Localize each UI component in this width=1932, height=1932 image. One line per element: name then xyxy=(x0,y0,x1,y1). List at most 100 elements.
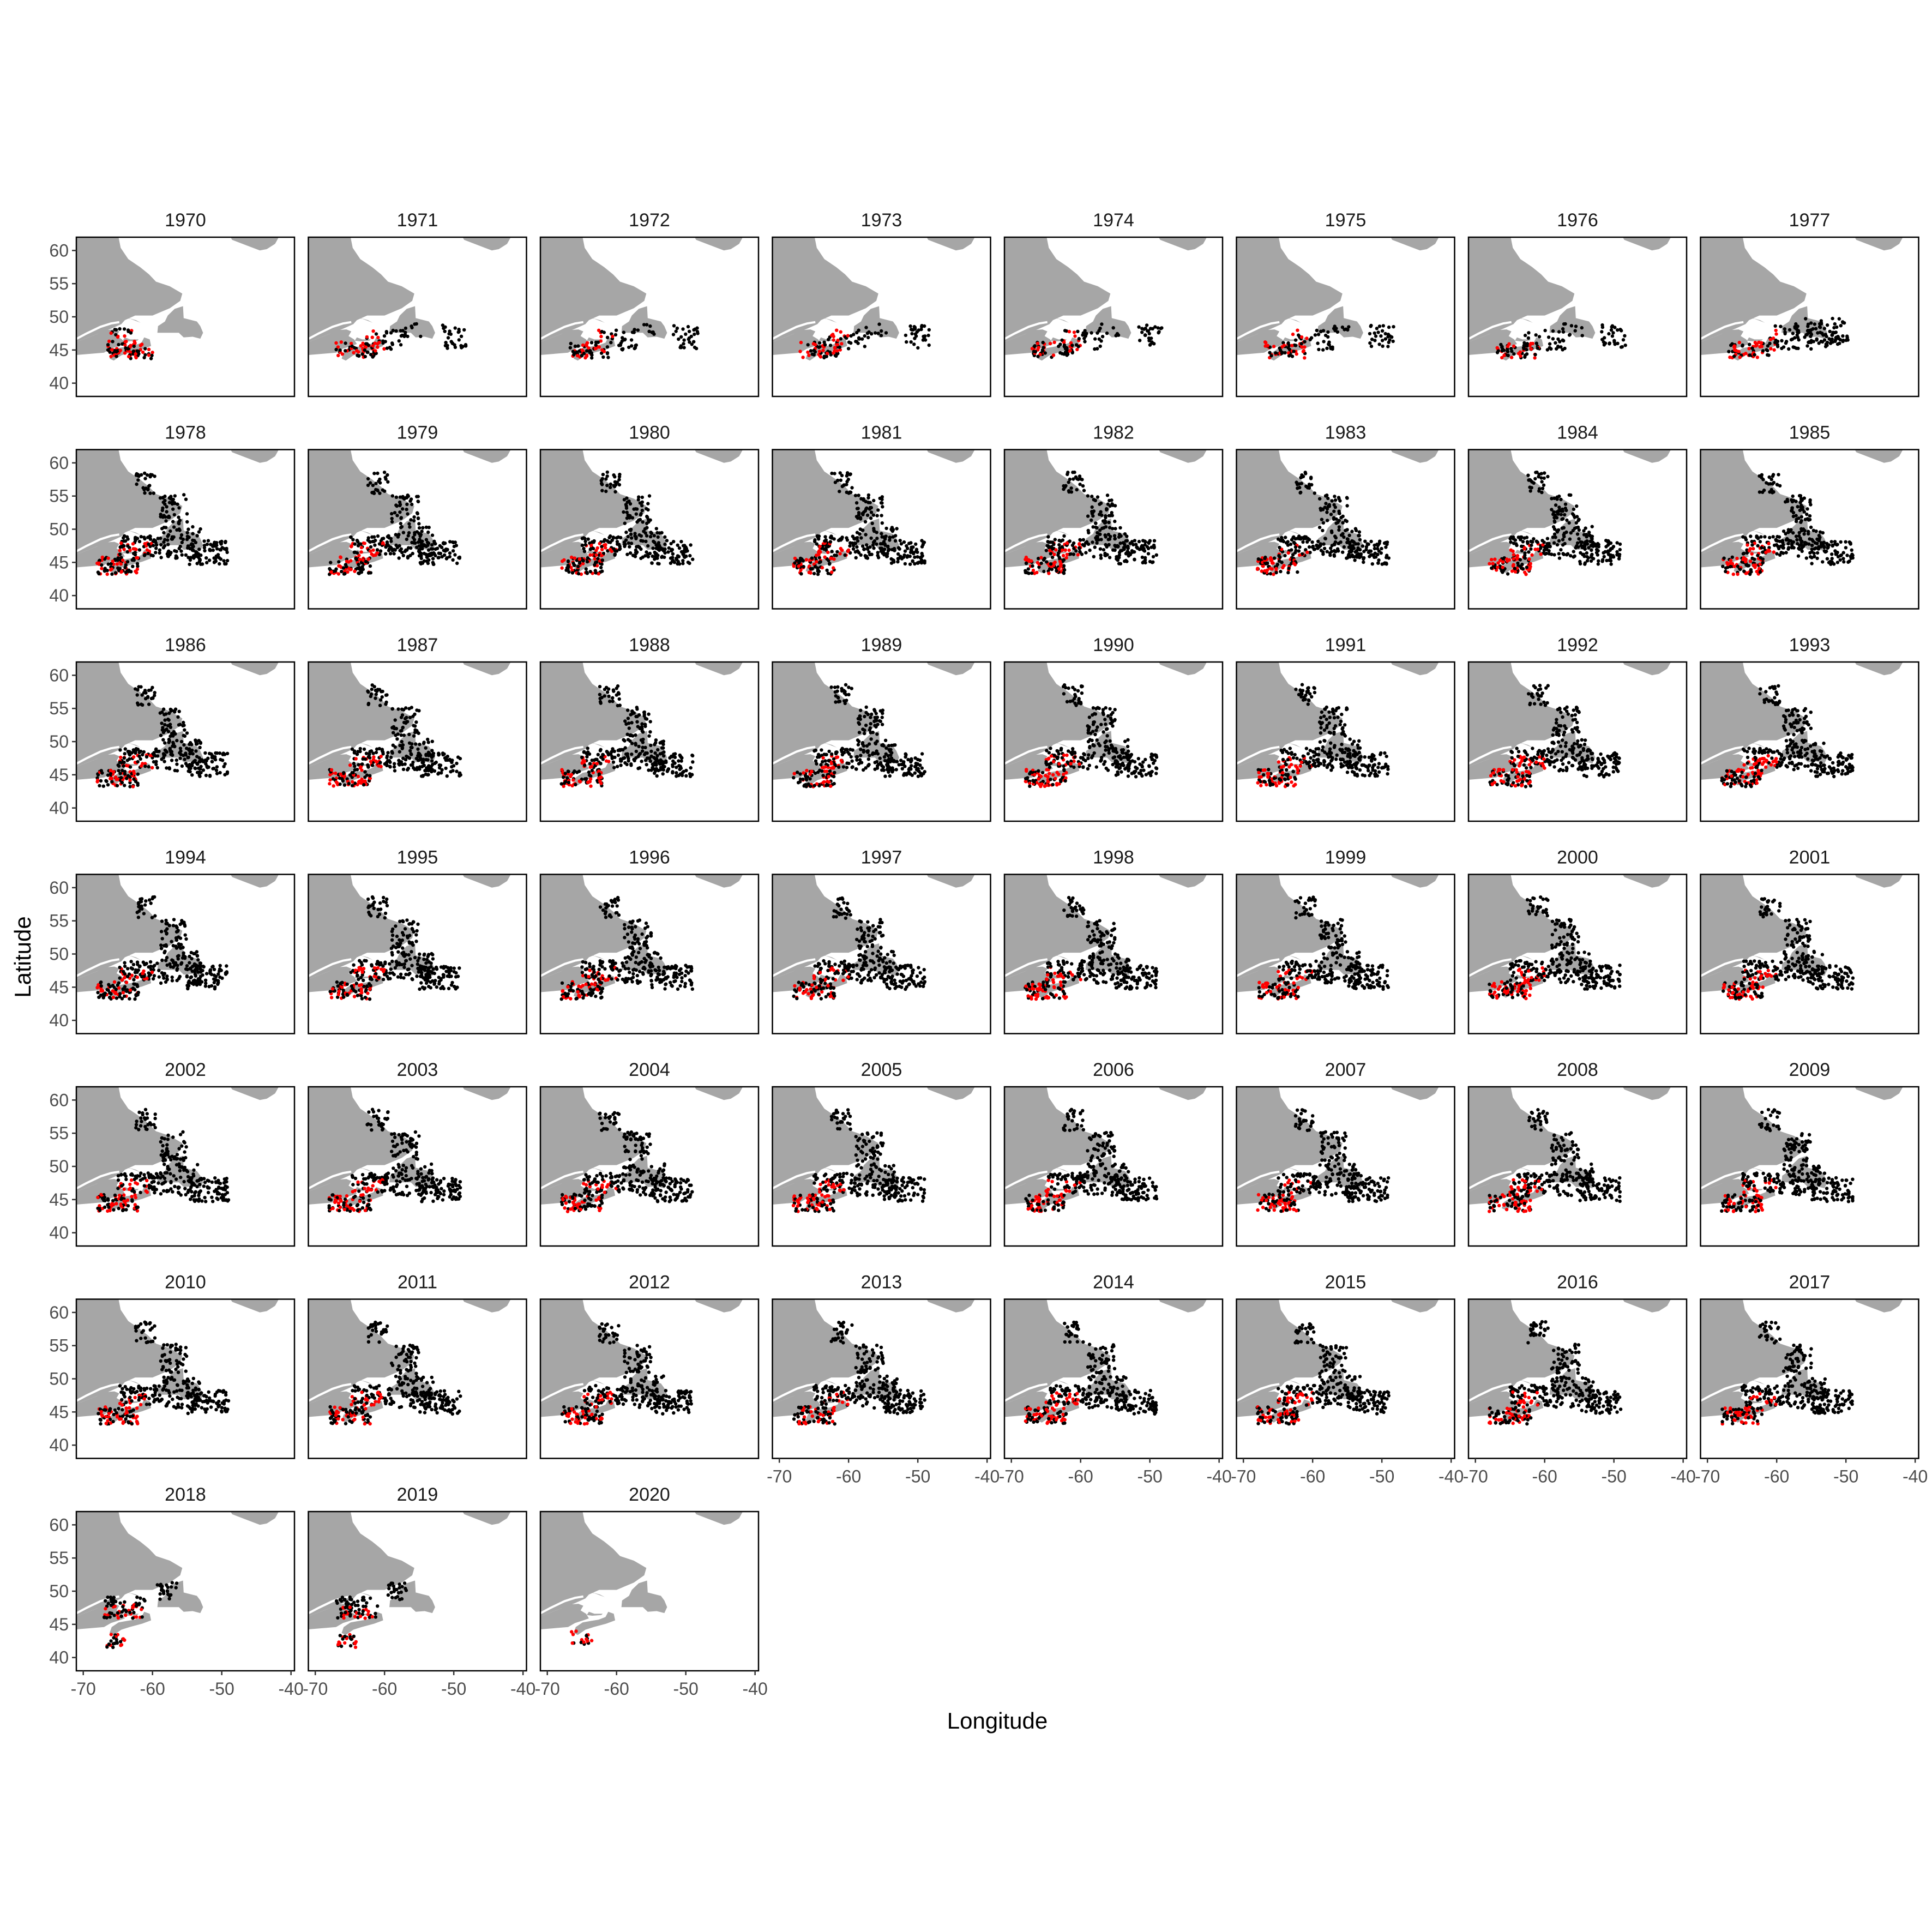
survey-point xyxy=(390,342,394,346)
survey-point xyxy=(613,333,618,337)
survey-point xyxy=(410,742,414,746)
survey-point xyxy=(1814,529,1818,533)
survey-point xyxy=(1076,553,1080,557)
survey-point xyxy=(373,341,377,345)
survey-point xyxy=(839,478,842,482)
survey-point xyxy=(174,758,178,762)
survey-point xyxy=(214,557,218,561)
survey-point xyxy=(846,471,850,475)
survey-point xyxy=(451,549,455,553)
river-line xyxy=(1468,533,1512,553)
survey-point xyxy=(1095,541,1099,545)
survey-point xyxy=(1333,495,1337,498)
land-shape xyxy=(462,662,511,676)
survey-point xyxy=(832,351,835,355)
survey-point xyxy=(1808,514,1812,518)
survey-point xyxy=(1775,539,1780,543)
survey-point xyxy=(687,329,691,333)
survey-point xyxy=(1067,480,1070,484)
y-tick-label: 40 xyxy=(49,374,69,393)
survey-point xyxy=(1272,573,1275,576)
survey-point xyxy=(1741,557,1745,562)
survey-point xyxy=(580,537,585,540)
survey-point xyxy=(132,755,136,759)
survey-point xyxy=(860,337,864,341)
survey-point xyxy=(1368,555,1371,558)
survey-point xyxy=(1337,511,1341,515)
land-shape xyxy=(772,541,821,568)
survey-point xyxy=(617,474,622,479)
survey-point xyxy=(152,760,156,764)
survey-point xyxy=(447,332,451,336)
survey-point xyxy=(118,549,122,552)
survey-point xyxy=(1572,507,1576,511)
survey-point xyxy=(656,535,660,539)
survey-point xyxy=(1561,552,1565,556)
survey-point xyxy=(840,537,844,541)
survey-point xyxy=(186,756,190,760)
survey-point xyxy=(1554,503,1558,507)
survey-point xyxy=(663,551,667,555)
survey-point xyxy=(589,544,593,547)
survey-point xyxy=(1039,556,1043,559)
survey-point xyxy=(641,520,645,524)
survey-point xyxy=(340,352,345,356)
survey-point xyxy=(1742,569,1746,573)
survey-point xyxy=(1390,335,1394,339)
survey-point xyxy=(600,562,604,566)
survey-point xyxy=(823,555,827,559)
river-line xyxy=(540,745,584,765)
survey-point xyxy=(401,531,406,534)
survey-point xyxy=(167,711,171,715)
survey-point xyxy=(617,543,621,546)
survey-point xyxy=(1767,475,1771,479)
survey-point xyxy=(150,766,154,770)
survey-point xyxy=(197,530,201,534)
survey-point xyxy=(163,718,167,722)
survey-point xyxy=(1579,540,1582,544)
survey-point xyxy=(170,759,174,762)
survey-point xyxy=(860,544,865,548)
survey-point xyxy=(1316,333,1321,336)
survey-point xyxy=(637,518,641,522)
survey-point xyxy=(143,471,147,475)
survey-point xyxy=(446,758,450,762)
survey-point xyxy=(125,777,129,780)
survey-point xyxy=(1031,564,1034,568)
survey-point xyxy=(347,781,351,786)
survey-point xyxy=(1802,532,1806,536)
survey-point xyxy=(605,345,610,349)
survey-point xyxy=(399,521,402,526)
survey-point xyxy=(1301,540,1305,544)
land-shape xyxy=(853,306,899,339)
survey-point xyxy=(1755,343,1759,347)
survey-point xyxy=(1582,533,1586,537)
survey-point xyxy=(378,491,382,495)
survey-point xyxy=(1148,327,1153,330)
land-shape xyxy=(1700,237,1807,342)
survey-point xyxy=(141,753,145,757)
survey-point xyxy=(1821,560,1825,564)
survey-point xyxy=(424,768,428,773)
survey-point xyxy=(585,559,589,564)
survey-point xyxy=(119,776,123,780)
survey-point xyxy=(1330,499,1334,503)
survey-point xyxy=(595,546,599,550)
facet-panel: 1972 xyxy=(539,210,760,398)
survey-point xyxy=(1518,558,1522,562)
survey-point xyxy=(159,513,162,516)
survey-point xyxy=(182,743,186,747)
survey-point xyxy=(1268,571,1273,576)
survey-point xyxy=(1543,328,1547,333)
survey-point xyxy=(1796,335,1800,340)
survey-point xyxy=(1100,513,1104,517)
survey-point xyxy=(131,349,135,353)
survey-point xyxy=(1331,347,1334,351)
survey-point xyxy=(833,346,837,350)
survey-point xyxy=(1369,539,1373,544)
survey-point xyxy=(107,339,111,343)
survey-point xyxy=(1795,346,1798,350)
survey-point xyxy=(460,346,464,350)
map-area xyxy=(540,449,743,576)
survey-point xyxy=(566,559,570,564)
